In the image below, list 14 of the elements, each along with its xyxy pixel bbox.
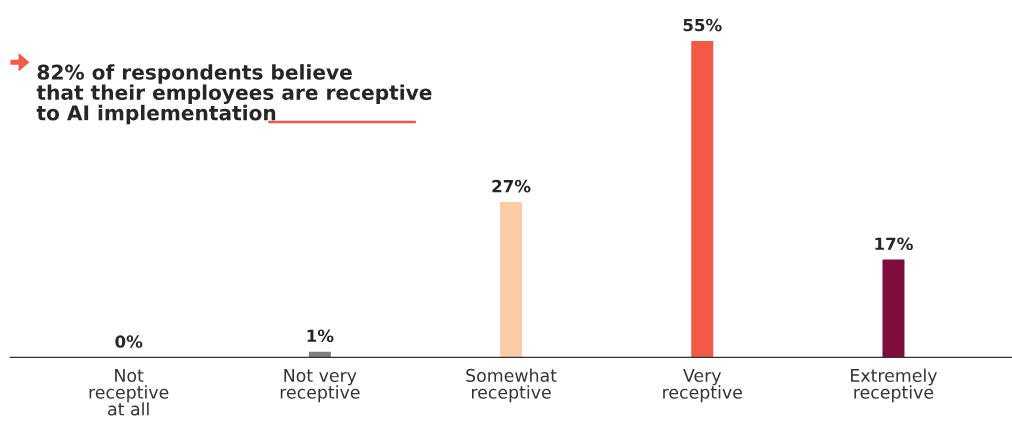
bar	[500, 202, 523, 358]
data-label: 0%	[115, 335, 143, 348]
bar	[691, 40, 714, 358]
x-tick-label: Extremely receptive	[851, 368, 938, 403]
x-tick-label: Not very receptive	[280, 369, 360, 403]
data-label: 1%	[307, 329, 334, 343]
data-label: 17%	[875, 237, 913, 251]
x-tick-label: Not receptive at all	[89, 369, 169, 416]
x-tick-label: Somewhat receptive	[466, 368, 557, 403]
data-label: 55%	[683, 18, 722, 32]
x-tick-label: Very receptive	[663, 369, 742, 403]
bar	[882, 259, 905, 358]
data-label: 27%	[492, 179, 531, 193]
annotation: 82% of respondents believe that their employees are receptive to AI implementation	[36, 64, 432, 125]
